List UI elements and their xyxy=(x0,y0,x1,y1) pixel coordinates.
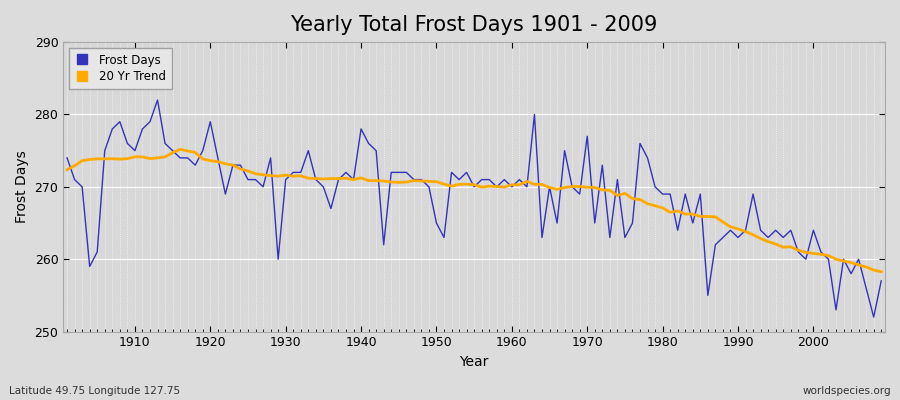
20 Yr Trend xyxy=(340,176,351,181)
Text: Latitude 49.75 Longitude 127.75: Latitude 49.75 Longitude 127.75 xyxy=(9,386,180,396)
Frost Days xyxy=(514,177,525,182)
Frost Days xyxy=(507,184,517,189)
Line: 20 Yr Trend: 20 Yr Trend xyxy=(68,149,881,272)
Frost Days xyxy=(868,315,879,320)
20 Yr Trend xyxy=(122,156,133,161)
Title: Yearly Total Frost Days 1901 - 2009: Yearly Total Frost Days 1901 - 2009 xyxy=(291,15,658,35)
20 Yr Trend xyxy=(514,182,525,187)
Y-axis label: Frost Days: Frost Days xyxy=(15,150,29,223)
Line: Frost Days: Frost Days xyxy=(68,100,881,317)
Frost Days xyxy=(122,141,133,146)
20 Yr Trend xyxy=(876,269,886,274)
Frost Days xyxy=(876,278,886,283)
Frost Days xyxy=(605,235,616,240)
20 Yr Trend xyxy=(295,174,306,178)
Frost Days xyxy=(295,170,306,175)
Legend: Frost Days, 20 Yr Trend: Frost Days, 20 Yr Trend xyxy=(69,48,172,89)
Text: worldspecies.org: worldspecies.org xyxy=(803,386,891,396)
Frost Days xyxy=(340,170,351,175)
Frost Days xyxy=(62,156,73,160)
20 Yr Trend xyxy=(62,167,73,172)
Frost Days xyxy=(152,98,163,102)
20 Yr Trend xyxy=(175,147,185,152)
20 Yr Trend xyxy=(605,188,616,193)
X-axis label: Year: Year xyxy=(460,355,489,369)
20 Yr Trend xyxy=(507,182,517,187)
